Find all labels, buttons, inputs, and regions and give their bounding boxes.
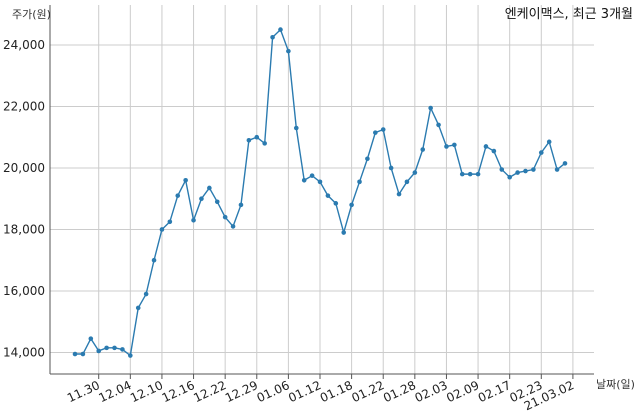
data-point [214, 199, 220, 205]
data-point [483, 144, 489, 149]
x-axis: 11.3012.0412.1012.1612.2212.2901.0601.12… [50, 373, 594, 413]
data-point [452, 142, 457, 148]
data-point [167, 219, 173, 225]
y-tick-label: 24,000 [3, 38, 45, 52]
data-point [317, 179, 323, 185]
data-point [159, 227, 165, 232]
data-point [531, 167, 536, 172]
data-point [420, 147, 426, 152]
data-point [120, 347, 125, 352]
data-point [238, 202, 244, 208]
data-point [396, 191, 402, 197]
data-point [222, 214, 228, 220]
data-point [207, 185, 212, 191]
data-point [96, 348, 102, 354]
grid-lines [50, 5, 594, 374]
chart-title: 엔케이맥스, 최근 3개월 [505, 7, 633, 22]
data-point [199, 196, 204, 202]
y-tick-label: 20,000 [3, 161, 45, 175]
x-axis-title: 날짜(일) [596, 377, 635, 391]
data-point [191, 217, 196, 223]
data-point [135, 305, 141, 311]
data-point [301, 177, 307, 183]
data-point [554, 167, 560, 172]
data-point [546, 139, 552, 145]
data-point [143, 291, 149, 297]
data-point [349, 202, 354, 208]
data-point [128, 353, 133, 358]
data-point [254, 134, 260, 140]
data-point [262, 141, 267, 146]
data-points [72, 27, 568, 358]
data-point [491, 148, 497, 154]
data-point [515, 170, 520, 175]
data-point [293, 125, 299, 131]
data-point [112, 345, 117, 351]
data-point [538, 150, 544, 155]
data-point [341, 230, 347, 235]
data-point [373, 130, 378, 135]
data-point [72, 351, 78, 357]
data-point [183, 177, 188, 183]
data-point [475, 171, 481, 177]
data-point [309, 173, 315, 178]
data-point [325, 193, 331, 198]
data-point [357, 179, 362, 185]
data-point [230, 224, 236, 229]
data-point [428, 105, 433, 111]
data-point [175, 193, 181, 198]
data-point [499, 167, 505, 172]
data-point [388, 165, 394, 171]
y-tick-label: 18,000 [3, 222, 45, 236]
data-point [88, 336, 94, 341]
data-point [444, 144, 449, 149]
data-point [436, 122, 441, 128]
data-point [412, 170, 418, 175]
data-point [365, 156, 370, 162]
data-point [151, 257, 157, 263]
y-axis-title: 주가(원) [12, 8, 51, 21]
data-point [562, 161, 568, 166]
data-point [278, 27, 283, 32]
data-point [104, 345, 109, 351]
data-point [246, 138, 252, 143]
y-axis: 14,000 16,000 18,000 20,000 22,000 24,000 [3, 5, 51, 374]
data-point [459, 171, 465, 177]
data-point [404, 179, 410, 185]
data-point [523, 168, 528, 174]
data-point [507, 174, 512, 180]
y-tick-label: 16,000 [3, 284, 45, 298]
data-point [380, 127, 386, 132]
data-point [270, 34, 275, 40]
data-point [80, 351, 86, 357]
data-point [333, 201, 339, 206]
data-point [286, 48, 291, 54]
y-tick-label: 14,000 [3, 345, 45, 359]
data-point [467, 171, 473, 177]
y-tick-label: 22,000 [3, 99, 45, 113]
